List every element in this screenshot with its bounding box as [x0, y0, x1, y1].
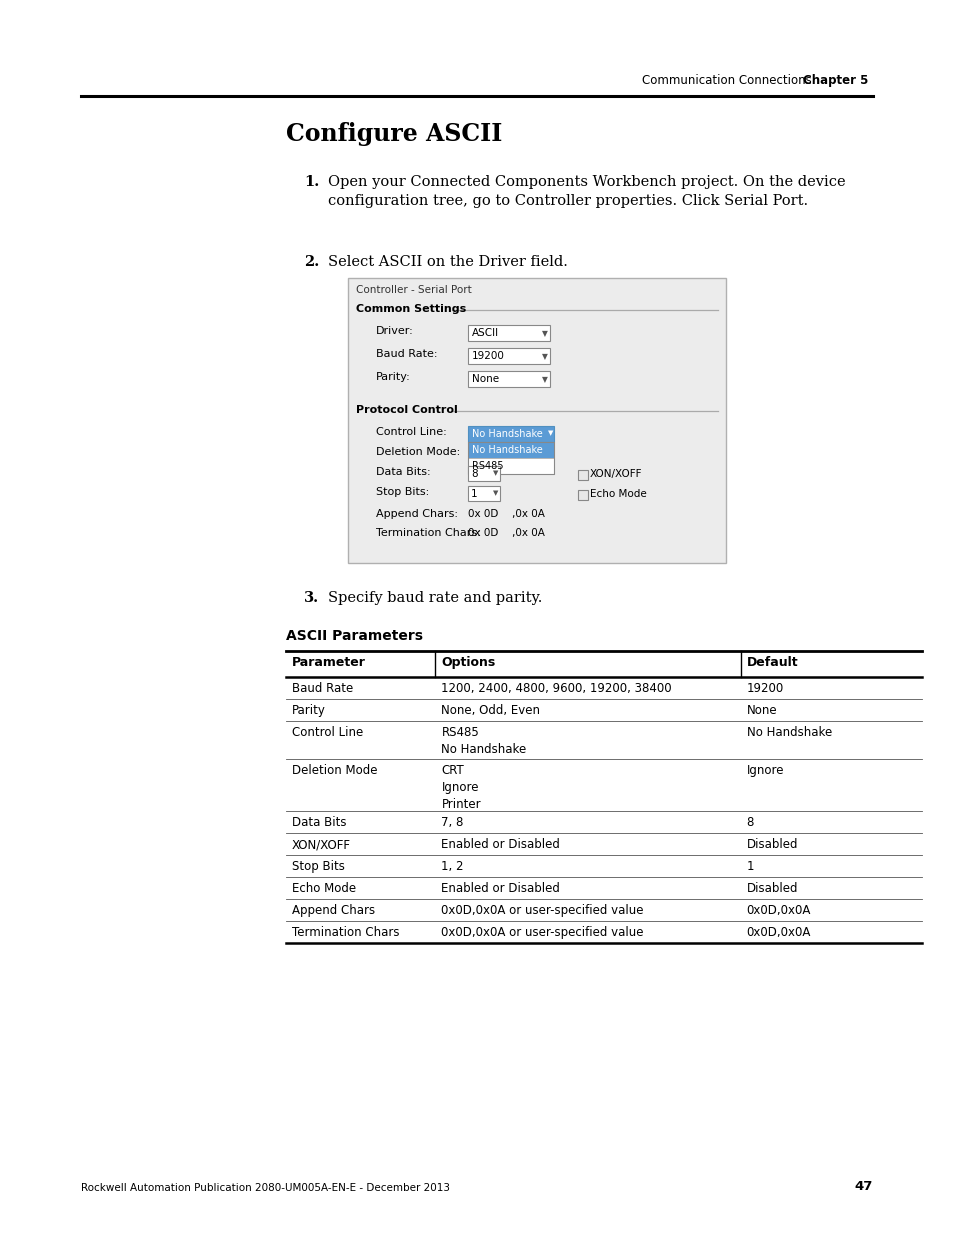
Text: Controller - Serial Port: Controller - Serial Port [355, 285, 471, 295]
Bar [468, 442, 554, 458]
Text: Echo Mode: Echo Mode [589, 489, 646, 499]
Bar [468, 370, 550, 387]
Text: 0x 0D: 0x 0D [468, 509, 497, 519]
Text: None: None [746, 704, 777, 718]
Text: Control Line: Control Line [292, 726, 363, 739]
Text: Rockwell Automation Publication 2080-UM005A-EN-E - December 2013: Rockwell Automation Publication 2080-UM0… [81, 1183, 450, 1193]
Text: 2.: 2. [304, 254, 319, 269]
Text: Termination Chars: Termination Chars [292, 926, 399, 939]
Text: Default: Default [746, 656, 798, 669]
Text: 0x0D,0x0A: 0x0D,0x0A [746, 926, 810, 939]
Text: ASCII: ASCII [472, 329, 498, 338]
Text: 0x0D,0x0A or user-specified value: 0x0D,0x0A or user-specified value [441, 926, 643, 939]
Text: Open your Connected Components Workbench project. On the device
configuration tr: Open your Connected Components Workbench… [328, 175, 844, 207]
Text: ▼: ▼ [493, 490, 497, 496]
Bar [348, 278, 725, 563]
Text: Protocol Control: Protocol Control [355, 405, 457, 415]
Text: Stop Bits:: Stop Bits: [375, 487, 429, 496]
Bar [468, 466, 499, 480]
Text: Select ASCII on the Driver field.: Select ASCII on the Driver field. [328, 254, 567, 269]
Text: 1200, 2400, 4800, 9600, 19200, 38400: 1200, 2400, 4800, 9600, 19200, 38400 [441, 682, 671, 695]
Bar [468, 487, 499, 501]
Text: 7, 8: 7, 8 [441, 816, 463, 829]
Text: 1: 1 [746, 860, 754, 873]
Text: No Handshake: No Handshake [472, 429, 542, 438]
Text: Deletion Mode: Deletion Mode [292, 764, 377, 777]
Text: Control Line:: Control Line: [375, 427, 446, 437]
Bar [468, 325, 550, 341]
Text: 3.: 3. [304, 592, 319, 605]
Text: Baud Rate:: Baud Rate: [375, 350, 437, 359]
Text: None, Odd, Even: None, Odd, Even [441, 704, 540, 718]
Bar [578, 471, 587, 480]
Bar [468, 458, 554, 474]
Text: Common Settings: Common Settings [355, 304, 466, 314]
Text: Deletion Mode:: Deletion Mode: [375, 447, 459, 457]
Text: 0x0D,0x0A: 0x0D,0x0A [746, 904, 810, 918]
Text: Data Bits:: Data Bits: [375, 467, 430, 477]
Text: Specify baud rate and parity.: Specify baud rate and parity. [328, 592, 542, 605]
Text: XON/XOFF: XON/XOFF [589, 469, 641, 479]
Text: RS485
No Handshake: RS485 No Handshake [441, 726, 526, 756]
Text: Enabled or Disabled: Enabled or Disabled [441, 882, 559, 895]
Text: 0x 0D: 0x 0D [468, 529, 497, 538]
Text: No Handshake: No Handshake [472, 445, 542, 454]
Text: Parity: Parity [292, 704, 326, 718]
Text: Data Bits: Data Bits [292, 816, 346, 829]
Text: 19200: 19200 [746, 682, 783, 695]
Text: 8: 8 [471, 469, 477, 479]
Text: ▼: ▼ [547, 430, 553, 436]
Text: 0x0D,0x0A or user-specified value: 0x0D,0x0A or user-specified value [441, 904, 643, 918]
Text: Options: Options [441, 656, 496, 669]
Text: Append Chars: Append Chars [292, 904, 375, 918]
Text: Configure ASCII: Configure ASCII [286, 122, 502, 146]
Text: RS485: RS485 [472, 461, 503, 471]
Text: Baud Rate: Baud Rate [292, 682, 353, 695]
Text: Stop Bits: Stop Bits [292, 860, 345, 873]
Text: None: None [472, 374, 498, 384]
Text: Echo Mode: Echo Mode [292, 882, 355, 895]
Text: ,0x 0A: ,0x 0A [512, 509, 544, 519]
Text: Disabled: Disabled [746, 839, 798, 851]
Bar [468, 426, 554, 442]
Text: Enabled or Disabled: Enabled or Disabled [441, 839, 559, 851]
Text: Disabled: Disabled [746, 882, 798, 895]
Text: 47: 47 [854, 1179, 872, 1193]
Text: Ignore: Ignore [746, 764, 783, 777]
Bar [468, 442, 554, 474]
Text: CRT
Ignore
Printer: CRT Ignore Printer [441, 764, 480, 811]
Text: ▼: ▼ [541, 329, 547, 338]
Text: 1.: 1. [304, 175, 319, 189]
Text: XON/XOFF: XON/XOFF [292, 839, 351, 851]
Text: Parity:: Parity: [375, 372, 411, 382]
Bar [578, 490, 587, 500]
Text: Chapter 5: Chapter 5 [801, 74, 867, 86]
Text: ▼: ▼ [541, 375, 547, 384]
Text: Append Chars:: Append Chars: [375, 509, 457, 519]
Text: No Handshake: No Handshake [746, 726, 831, 739]
Text: 8: 8 [746, 816, 753, 829]
Text: 19200: 19200 [472, 351, 504, 361]
Text: 1, 2: 1, 2 [441, 860, 463, 873]
Bar [468, 348, 550, 364]
Text: ▼: ▼ [493, 471, 497, 475]
Text: ASCII Parameters: ASCII Parameters [286, 629, 422, 643]
Text: 1: 1 [471, 489, 477, 499]
Text: ▼: ▼ [541, 352, 547, 361]
Text: Communication Connections: Communication Connections [641, 74, 815, 86]
Text: Parameter: Parameter [292, 656, 366, 669]
Text: Termination Chars:: Termination Chars: [375, 529, 480, 538]
Text: ,0x 0A: ,0x 0A [512, 529, 544, 538]
Text: Driver:: Driver: [375, 326, 414, 336]
